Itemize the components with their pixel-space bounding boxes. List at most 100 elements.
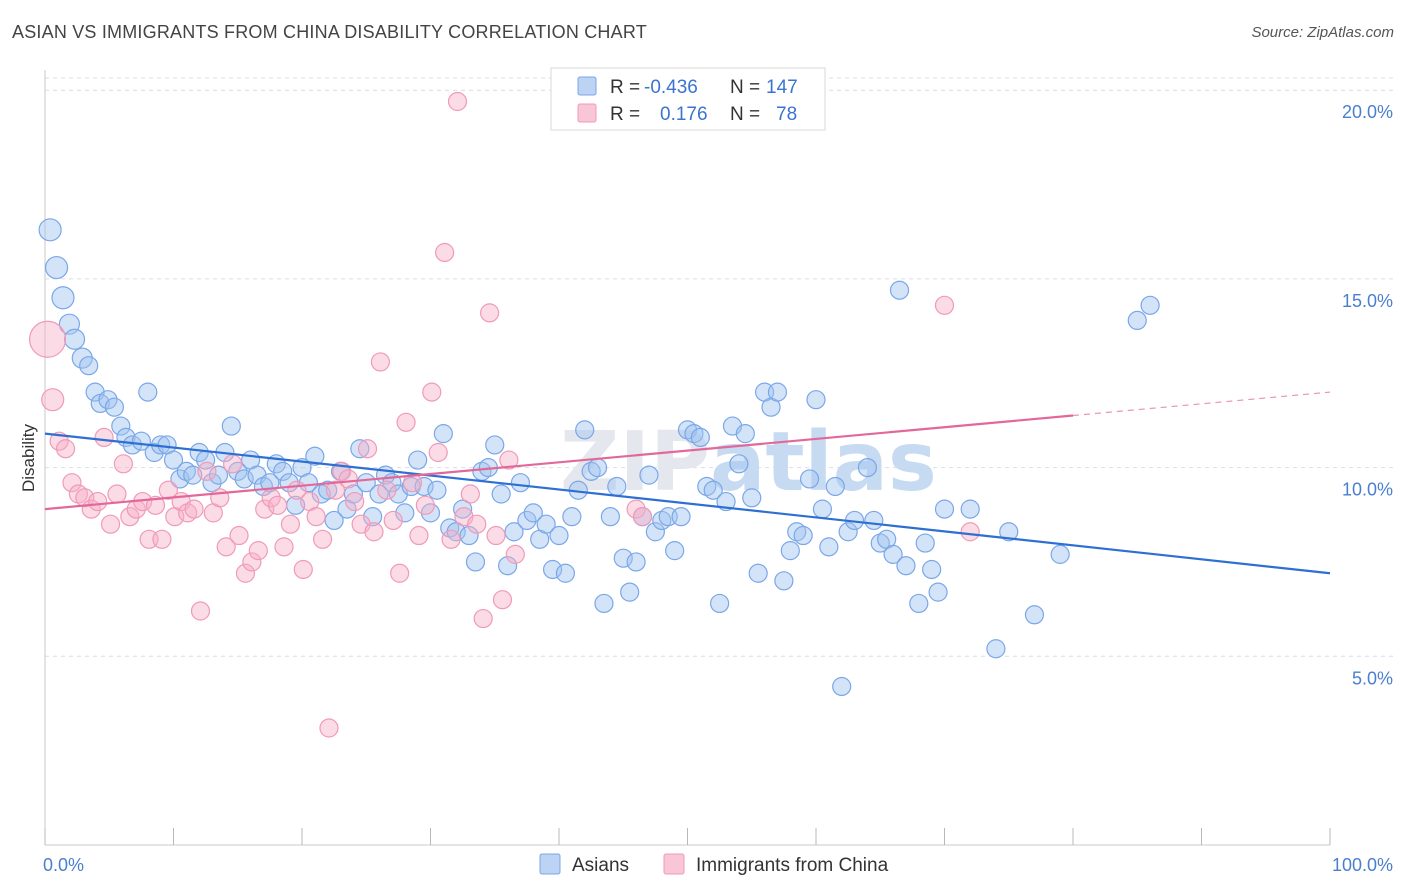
axes [44, 70, 1331, 846]
asians-point-58 [414, 476, 434, 497]
asians-point-74 [517, 510, 537, 531]
asians-point-107 [729, 454, 749, 474]
asians-point-135 [922, 559, 942, 580]
legend-r-value-2: 0.176 [660, 104, 708, 125]
asians-point-9 [98, 390, 118, 410]
china-point-36 [267, 495, 288, 515]
china-point-30 [229, 525, 249, 546]
asians-point-140 [999, 522, 1019, 542]
china-point-70 [486, 525, 506, 546]
china-point-38 [280, 514, 301, 534]
china-point-73 [505, 544, 525, 564]
asians-point-25 [202, 473, 222, 493]
y-tick-label-1: 10.0% [1342, 480, 1393, 500]
asians-point-83 [575, 420, 595, 440]
china-point-51 [364, 522, 384, 542]
asians-point-22 [183, 465, 203, 485]
china-point-12 [113, 454, 133, 474]
asians-point-133 [909, 593, 929, 614]
china-point-25 [197, 461, 217, 481]
china-point-67 [467, 514, 487, 534]
asians-point-73 [510, 473, 531, 493]
asians-point-120 [812, 499, 833, 519]
asians-point-98 [671, 507, 691, 527]
asians-point-101 [690, 427, 710, 448]
china-point-33 [248, 541, 268, 561]
china-point-63 [441, 529, 461, 549]
china-point-40 [293, 559, 313, 580]
china-point-8 [88, 491, 108, 512]
tick-labels: 5.0% 10.0% 15.0% 20.0% 0.0% 100.0% [43, 102, 1393, 875]
china-point-54 [383, 510, 403, 531]
legend-top: R = -0.436 N = 147 R = 0.176 N = 78 [550, 67, 826, 131]
asians-point-144 [1140, 295, 1160, 315]
asians-point-109 [742, 488, 762, 508]
asians-point-50 [363, 507, 383, 527]
asians-point-65 [459, 525, 479, 546]
china-point-53 [377, 480, 397, 500]
china-point-6 [75, 488, 95, 508]
asians-point-81 [562, 507, 582, 527]
legend-r-label-1: R = [610, 77, 640, 98]
china-point-48 [345, 491, 365, 512]
x-tick-label-0: 0.0% [43, 855, 84, 875]
asians-point-132 [896, 556, 916, 576]
asians-point-36 [273, 461, 293, 481]
china-point-1 [41, 388, 65, 412]
asians-point-110 [748, 563, 768, 583]
asians-point-90 [620, 582, 640, 602]
asians-point-87 [600, 507, 621, 527]
asians-point-137 [934, 499, 955, 519]
asians-point-72 [504, 522, 524, 542]
asians-point-103 [703, 480, 723, 500]
asians-point-88 [607, 476, 627, 497]
china-point-34 [255, 499, 275, 519]
asians-point-55 [395, 503, 415, 523]
china-point-17 [145, 495, 166, 515]
asians-point-118 [799, 469, 820, 489]
asians-point-126 [857, 457, 878, 478]
china-point-27 [210, 488, 230, 508]
china-point-23 [184, 499, 204, 519]
source-label: Source: ZipAtlas.com [1251, 24, 1394, 41]
china-point-56 [396, 412, 416, 432]
asians-point-131 [889, 280, 910, 300]
china-point-76 [934, 295, 955, 315]
china-point-66 [460, 484, 480, 504]
asians-point-77 [536, 514, 556, 534]
china-point-29 [223, 454, 243, 474]
china-point-58 [409, 525, 429, 546]
asians-point-0 [38, 218, 62, 242]
asians-point-136 [928, 582, 948, 602]
asians-point-122 [825, 476, 845, 497]
asians-point-141 [1024, 605, 1045, 625]
asians-point-57 [408, 450, 428, 470]
asians-point-123 [832, 676, 852, 697]
legend-n-label-1: N = [730, 77, 760, 98]
china-trend-line-extension [1072, 391, 1331, 417]
china-point-55 [390, 563, 410, 583]
asians-point-6 [79, 356, 99, 376]
y-tick-label-2: 15.0% [1342, 291, 1393, 311]
china-point-18 [152, 529, 172, 549]
asians-point-20 [170, 469, 190, 489]
asians-point-2 [51, 286, 75, 310]
china-point-43 [312, 529, 333, 549]
legend-bottom: Asians Immigrants from China [539, 853, 889, 876]
asians-point-26 [208, 465, 229, 485]
china-point-47 [338, 469, 358, 489]
china-point-45 [325, 480, 346, 500]
legend-swatch-china [577, 103, 597, 123]
asians-point-94 [645, 522, 665, 542]
asians-point-127 [864, 510, 884, 531]
china-point-75 [632, 507, 653, 527]
asians-point-134 [915, 533, 935, 553]
y-tick-label-0: 5.0% [1352, 668, 1393, 688]
asians-point-138 [960, 499, 980, 519]
asians-point-49 [356, 473, 376, 493]
asians-point-121 [819, 537, 839, 557]
legend-swatch-asians [577, 76, 597, 96]
china-point-24 [190, 601, 211, 621]
asians-point-60 [427, 480, 447, 500]
